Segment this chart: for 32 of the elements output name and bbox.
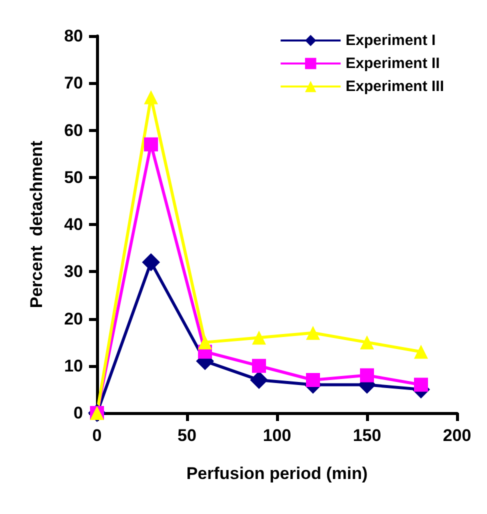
y-tick-label: 40 (64, 215, 83, 234)
y-tick-label: 70 (64, 74, 83, 93)
point (252, 330, 266, 345)
x-tick-label: 50 (178, 426, 196, 445)
y-tick-label: 30 (64, 262, 83, 282)
point (252, 358, 266, 373)
y-axis-title: Percent detachment (27, 140, 46, 308)
y-tick-label: 60 (64, 120, 83, 140)
point (360, 368, 374, 382)
point (360, 335, 374, 350)
point (414, 378, 428, 392)
point (306, 326, 320, 340)
x-tick-label: 150 (352, 426, 382, 445)
y-tick-label: 20 (64, 309, 83, 328)
x-axis-title: Perfusion period (min) (186, 464, 368, 483)
point (144, 90, 158, 104)
y-tick-label: 50 (64, 168, 83, 187)
y-tick-label: 0 (74, 404, 83, 422)
point (414, 344, 428, 359)
x-tick-label: 0 (92, 426, 102, 445)
legend-label: Experiment I (346, 32, 436, 49)
x-tick-label: 100 (262, 426, 292, 445)
legend-label: Experiment II (346, 55, 440, 72)
point (198, 335, 212, 350)
y-tick-label: 10 (64, 356, 83, 376)
legend-label: Experiment III (346, 78, 444, 95)
point (306, 373, 320, 388)
point (144, 137, 158, 152)
point (250, 371, 268, 390)
point (142, 253, 160, 272)
y-tick-label: 80 (64, 26, 83, 46)
x-tick-label: 200 (442, 426, 472, 445)
